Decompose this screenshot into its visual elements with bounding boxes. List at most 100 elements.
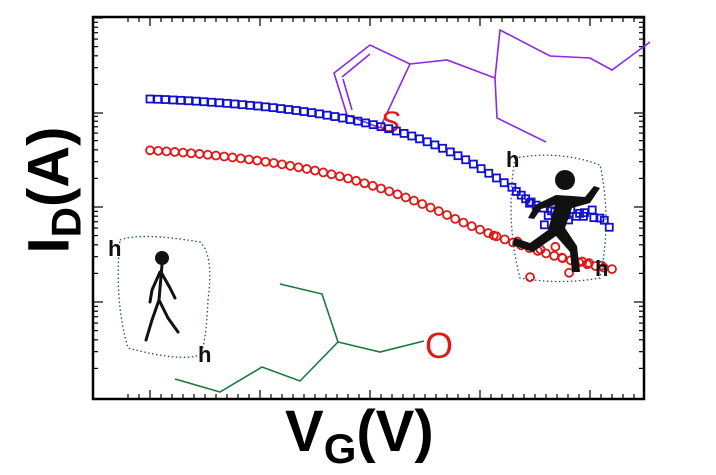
series-0-point	[307, 108, 317, 118]
series-0-point	[422, 137, 432, 147]
series-1-point	[194, 149, 205, 159]
series-1-point	[268, 158, 279, 168]
walker-h-mark-top: h	[108, 236, 121, 261]
series-1-point	[549, 250, 560, 261]
series-1-point	[499, 234, 510, 245]
series-1-point	[367, 180, 378, 191]
series-1-point	[400, 192, 411, 203]
series-0-point	[207, 97, 217, 107]
series-1-point	[392, 189, 403, 200]
series-1-point	[277, 159, 287, 170]
series-0-point	[484, 168, 494, 178]
series-0-point	[214, 98, 224, 108]
series-0-point	[399, 129, 409, 138]
series-0-point	[184, 96, 193, 106]
series-1-point	[334, 171, 345, 182]
series-0-point	[261, 102, 270, 112]
oxygen-label: O	[425, 325, 453, 366]
series-0-point	[222, 98, 232, 108]
series-0-point	[525, 198, 534, 208]
series-1-point	[475, 224, 485, 235]
series-0-point	[499, 178, 509, 188]
series-0-point	[468, 159, 478, 169]
series-1-point	[359, 178, 370, 189]
series-0-point	[191, 96, 201, 106]
series-0-point	[153, 94, 163, 104]
series-1-point	[244, 154, 254, 165]
series-1-point	[293, 162, 304, 173]
series-1-point	[178, 147, 188, 158]
series-0-point	[276, 104, 286, 113]
series-1-point	[409, 195, 419, 206]
series-0-point	[492, 173, 501, 183]
series-0-point	[291, 106, 301, 115]
x-axis-label-main: V	[285, 399, 324, 464]
series-1-point	[186, 148, 197, 159]
series-1-point	[466, 221, 477, 232]
series-1-point	[488, 230, 499, 241]
series-1-point	[252, 155, 263, 166]
series-0-point	[604, 222, 614, 232]
y-axis-label: ID(A)	[16, 126, 90, 254]
series-1-point	[483, 228, 494, 238]
series-1-point	[596, 260, 607, 271]
series-1-point	[450, 213, 461, 224]
runner-h-mark-top: h	[506, 147, 519, 172]
series-0-point	[579, 211, 588, 221]
series-1-point	[169, 147, 180, 157]
series-0-point	[461, 155, 471, 165]
series-1-point	[318, 167, 329, 178]
series-0-point	[599, 215, 609, 225]
series-1-point	[260, 156, 271, 167]
series-0-point	[168, 95, 178, 105]
series-0-point	[268, 103, 278, 113]
series-1-point	[227, 152, 238, 163]
series-1-point	[442, 210, 452, 220]
x-axis-label: VG(V)	[285, 399, 434, 473]
series-0-point	[160, 95, 170, 104]
series-0-point	[253, 101, 263, 111]
series-0-point	[314, 109, 324, 119]
walking-figure-illustration: h h	[108, 235, 211, 367]
runner-h-mark-bottom: h	[595, 256, 608, 281]
series-1-point	[326, 169, 337, 180]
series-1-point	[301, 164, 312, 174]
series-0-point	[322, 110, 332, 120]
series-0-point	[539, 220, 549, 230]
series-1-point	[417, 199, 428, 209]
series-1-point	[433, 206, 444, 217]
plot-frame	[91, 15, 646, 401]
series-0-point	[176, 95, 186, 105]
series-0-point	[476, 164, 486, 174]
x-axis-label-unit: (V)	[356, 399, 434, 464]
series-1-point	[557, 252, 567, 263]
series-1-point	[564, 267, 574, 278]
series-0-point	[430, 140, 440, 150]
series-1-point	[219, 151, 230, 162]
series-1-point	[161, 146, 172, 157]
running-figure-illustration: h h	[506, 147, 608, 283]
series-0-point	[407, 131, 417, 141]
series-0-point	[338, 113, 347, 123]
x-axis-label-subscript: G	[323, 425, 357, 472]
data-series	[145, 94, 617, 283]
series-0-point	[589, 213, 599, 223]
series-1-point	[343, 173, 353, 184]
series-1-point	[584, 258, 594, 268]
series-1-point	[235, 153, 246, 164]
series-1-point	[211, 150, 221, 161]
axis-ticks	[93, 17, 644, 399]
series-1-point	[202, 149, 213, 160]
series-0-point	[237, 100, 247, 110]
series-0-point	[438, 143, 448, 153]
series-1-point	[607, 264, 617, 275]
series-1-point	[310, 165, 320, 176]
y-axis-label-unit: (A)	[16, 126, 82, 208]
thiophene-molecule-illustration	[333, 28, 651, 143]
series-1-point	[376, 183, 386, 194]
series-1-point	[285, 160, 296, 171]
series-0-point	[245, 100, 255, 110]
series-0-point	[199, 97, 209, 107]
series-0-point	[453, 151, 463, 161]
